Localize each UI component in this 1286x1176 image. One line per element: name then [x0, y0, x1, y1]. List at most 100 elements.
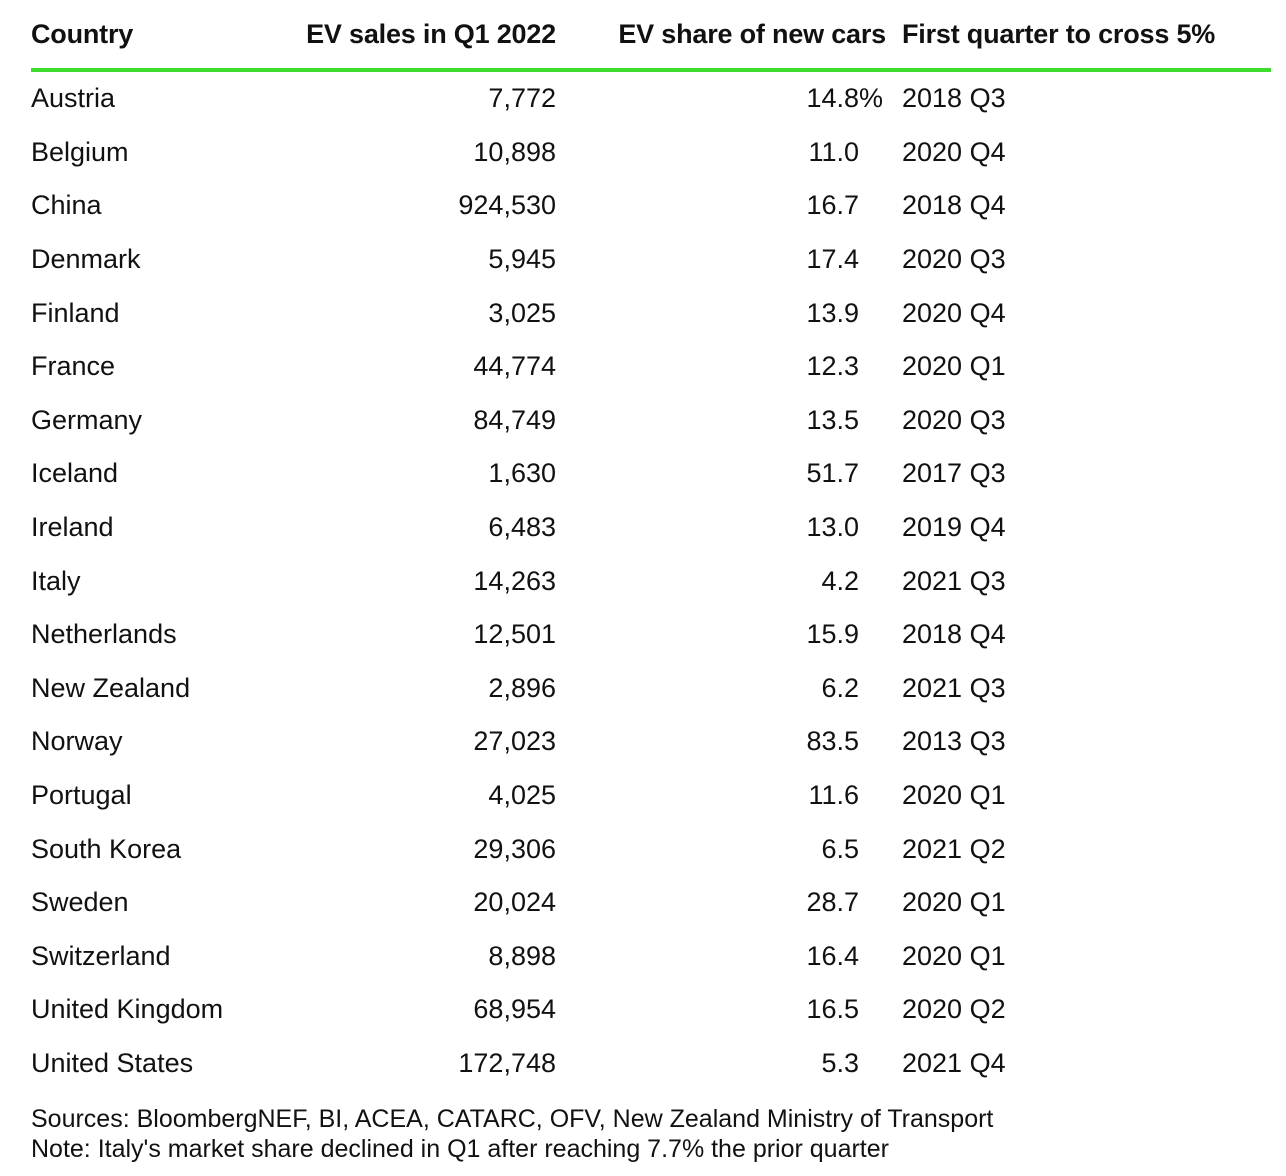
cell-sales: 14,263	[473, 565, 556, 596]
cell-sales: 84,749	[473, 404, 556, 435]
share-percent-sign: %	[859, 83, 884, 114]
share-value: 28.7	[806, 887, 859, 918]
cell-sales: 12,501	[473, 619, 556, 650]
table-row: France 44,774 12.3 2020 Q1	[31, 340, 1271, 394]
cell-sales: 27,023	[473, 726, 556, 757]
italy-note: Note: Italy's market share declined in Q…	[31, 1135, 889, 1163]
share-value: 6.5	[821, 833, 859, 864]
cell-country: Switzerland	[31, 940, 171, 971]
cell-sales: 1,630	[488, 458, 556, 489]
share-value: 12.3	[806, 351, 859, 382]
cell-country: Germany	[31, 404, 143, 435]
share-value: 11.6	[808, 780, 859, 811]
column-header-country: Country	[31, 18, 134, 49]
cell-first-quarter: 2017 Q3	[902, 458, 1006, 489]
cell-country: China	[31, 190, 102, 221]
cell-sales: 20,024	[473, 887, 556, 918]
cell-country: Norway	[31, 726, 123, 757]
cell-share: 16.7	[556, 179, 886, 233]
cell-share: 11.0	[556, 126, 886, 180]
cell-country: Sweden	[31, 887, 129, 918]
cell-share: 17.4	[556, 233, 886, 287]
table-row: Finland 3,025 13.9 2020 Q4	[31, 286, 1271, 340]
cell-country: Austria	[31, 83, 116, 114]
cell-sales: 29,306	[473, 833, 556, 864]
table-row: China 924,530 16.7 2018 Q4	[31, 179, 1271, 233]
cell-first-quarter: 2018 Q4	[902, 190, 1006, 221]
cell-first-quarter: 2020 Q1	[902, 351, 1006, 382]
table-row: Italy 14,263 4.2 2021 Q3	[31, 554, 1271, 608]
share-value: 17.4	[806, 244, 859, 275]
cell-share: 13.0	[556, 501, 886, 555]
cell-share: 16.5	[556, 983, 886, 1037]
cell-first-quarter: 2020 Q3	[902, 404, 1006, 435]
cell-share: 15.9	[556, 608, 886, 662]
cell-first-quarter: 2021 Q3	[902, 565, 1006, 596]
cell-country: France	[31, 351, 116, 382]
cell-first-quarter: 2020 Q1	[902, 940, 1006, 971]
share-value: 51.7	[806, 458, 859, 489]
share-value: 13.0	[806, 512, 859, 543]
cell-country: Finland	[31, 297, 120, 328]
column-header-first-quarter: First quarter to cross 5%	[902, 18, 1216, 49]
share-value: 14.8	[806, 83, 859, 114]
cell-country: Ireland	[31, 512, 114, 543]
table-footnotes: Sources: BloombergNEF, BI, ACEA, CATARC,…	[31, 1104, 993, 1164]
cell-country: United States	[31, 1047, 194, 1078]
table-row: Austria 7,772 14.8% 2018 Q3	[31, 70, 1271, 126]
cell-country: New Zealand	[31, 672, 191, 703]
cell-share: 14.8%	[556, 70, 886, 126]
table-body: Austria 7,772 14.8% 2018 Q3 Belgium 10,898 11.…	[31, 70, 1271, 1090]
cell-share: 28.7	[556, 876, 886, 930]
cell-share: 13.5	[556, 394, 886, 448]
cell-country: South Korea	[31, 833, 182, 864]
cell-share: 16.4	[556, 930, 886, 984]
column-header-sales: EV sales in Q1 2022	[306, 18, 556, 49]
share-value: 11.0	[808, 136, 859, 167]
table-row: Ireland 6,483 13.0 2019 Q4	[31, 501, 1271, 555]
share-value: 15.9	[806, 619, 859, 650]
table-row: Germany 84,749 13.5 2020 Q3	[31, 394, 1271, 448]
share-value: 16.7	[806, 190, 859, 221]
table-row: Denmark 5,945 17.4 2020 Q3	[31, 233, 1271, 287]
cell-first-quarter: 2020 Q4	[902, 297, 1006, 328]
cell-share: 5.3	[556, 1037, 886, 1091]
table-row: Netherlands 12,501 15.9 2018 Q4	[31, 608, 1271, 662]
share-value: 16.5	[806, 994, 859, 1025]
cell-first-quarter: 2020 Q1	[902, 887, 1006, 918]
share-value: 4.2	[821, 565, 859, 596]
cell-share: 51.7	[556, 447, 886, 501]
cell-sales: 7,772	[488, 83, 556, 114]
cell-first-quarter: 2021 Q2	[902, 833, 1006, 864]
share-value: 5.3	[821, 1047, 859, 1078]
cell-share: 11.6	[556, 769, 886, 823]
cell-sales: 6,483	[488, 512, 556, 543]
cell-country: Italy	[31, 565, 81, 596]
share-value: 13.5	[806, 404, 859, 435]
ev-sales-table: Country EV sales in Q1 2022 EV share of …	[31, 0, 1271, 1090]
cell-first-quarter: 2020 Q3	[902, 244, 1006, 275]
header-row: Country EV sales in Q1 2022 EV share of …	[31, 0, 1271, 70]
cell-sales: 924,530	[458, 190, 556, 221]
column-header-share: EV share of new cars	[618, 18, 886, 49]
cell-sales: 4,025	[488, 780, 556, 811]
cell-sales: 172,748	[458, 1047, 556, 1078]
cell-sales: 3,025	[488, 297, 556, 328]
table-row: Sweden 20,024 28.7 2020 Q1	[31, 876, 1271, 930]
table-row: South Korea 29,306 6.5 2021 Q2	[31, 822, 1271, 876]
table-row: United States 172,748 5.3 2021 Q4	[31, 1037, 1271, 1091]
share-value: 6.2	[821, 672, 859, 703]
table-row: Switzerland 8,898 16.4 2020 Q1	[31, 930, 1271, 984]
cell-country: Denmark	[31, 244, 141, 275]
cell-first-quarter: 2019 Q4	[902, 512, 1006, 543]
cell-share: 12.3	[556, 340, 886, 394]
cell-first-quarter: 2020 Q1	[902, 780, 1006, 811]
cell-first-quarter: 2021 Q3	[902, 672, 1006, 703]
cell-first-quarter: 2013 Q3	[902, 726, 1006, 757]
cell-sales: 2,896	[488, 672, 556, 703]
cell-country: Netherlands	[31, 619, 177, 650]
cell-country: Portugal	[31, 780, 132, 811]
cell-share: 13.9	[556, 286, 886, 340]
sources-note: Sources: BloombergNEF, BI, ACEA, CATARC,…	[31, 1105, 994, 1133]
cell-country: Iceland	[31, 458, 119, 489]
